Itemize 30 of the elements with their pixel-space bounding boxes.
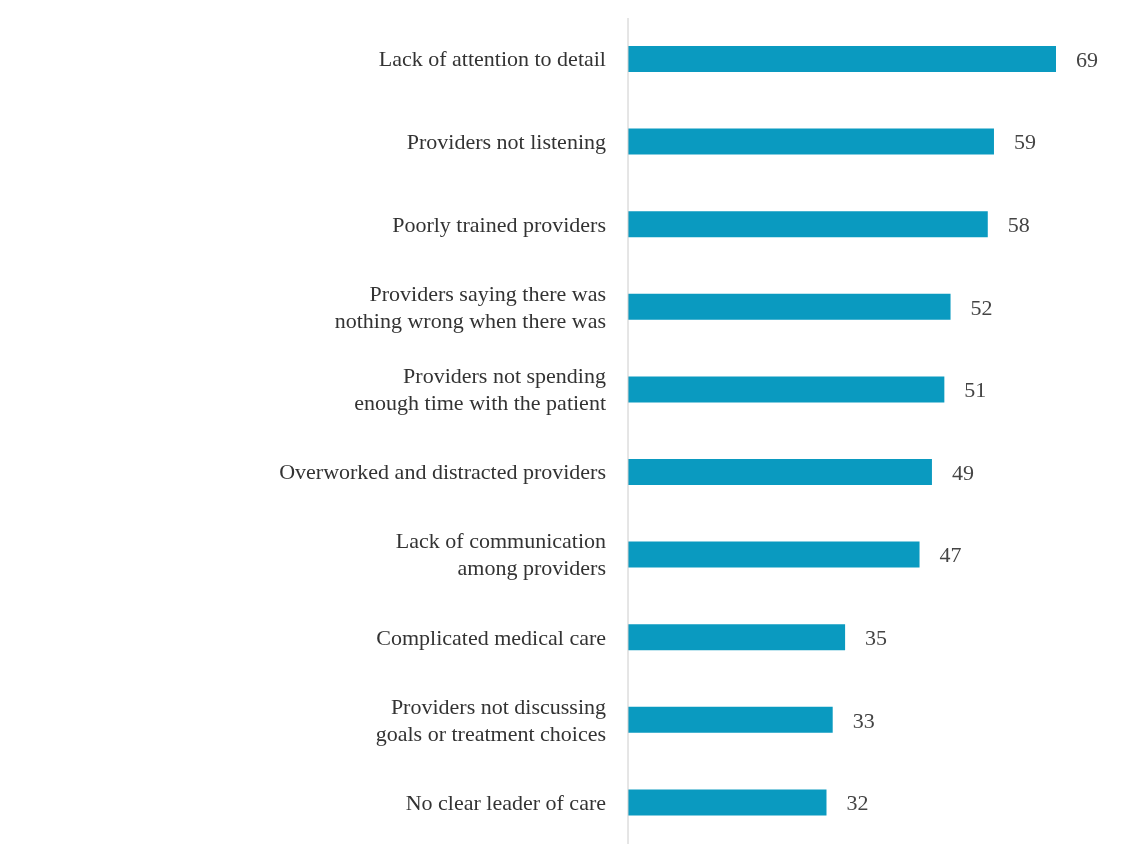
y-tick-label: Complicated medical care: [376, 624, 606, 650]
data-label: 32: [846, 790, 869, 816]
data-label: 58: [1007, 212, 1030, 238]
y-tick-label: Poorly trained providers: [392, 211, 606, 237]
bar: [628, 459, 932, 485]
bar: [628, 376, 945, 403]
y-tick-label: Providers not spending enough time with the patient: [354, 363, 606, 416]
data-label: 59: [1013, 129, 1036, 155]
data-label: 51: [964, 377, 987, 403]
data-label: 33: [852, 707, 875, 733]
y-tick-label: Lack of communication among providers: [395, 528, 606, 581]
y-tick-label: No clear leader of care: [405, 789, 606, 815]
bar: [628, 211, 988, 238]
bar: [628, 293, 951, 320]
bar: [628, 789, 827, 816]
y-tick-label: Overworked and distracted providers: [279, 459, 606, 485]
data-label: 49: [951, 459, 974, 485]
data-label: 47: [939, 542, 962, 568]
bar: [628, 46, 1056, 72]
y-tick-label: Providers saying there was nothing wrong when there was: [334, 280, 606, 333]
bar: [628, 624, 846, 651]
bar: [628, 541, 920, 568]
data-label: 69: [1076, 46, 1098, 72]
bar: [628, 706, 833, 733]
data-label: 35: [865, 625, 888, 651]
bar: [628, 128, 994, 155]
y-tick-label: Lack of attention to detail: [378, 46, 606, 72]
y-tick-label: Providers not discussing goals or treatment choices: [375, 693, 606, 746]
data-label: 52: [970, 294, 993, 320]
y-tick-label: Providers not listening: [406, 128, 606, 154]
